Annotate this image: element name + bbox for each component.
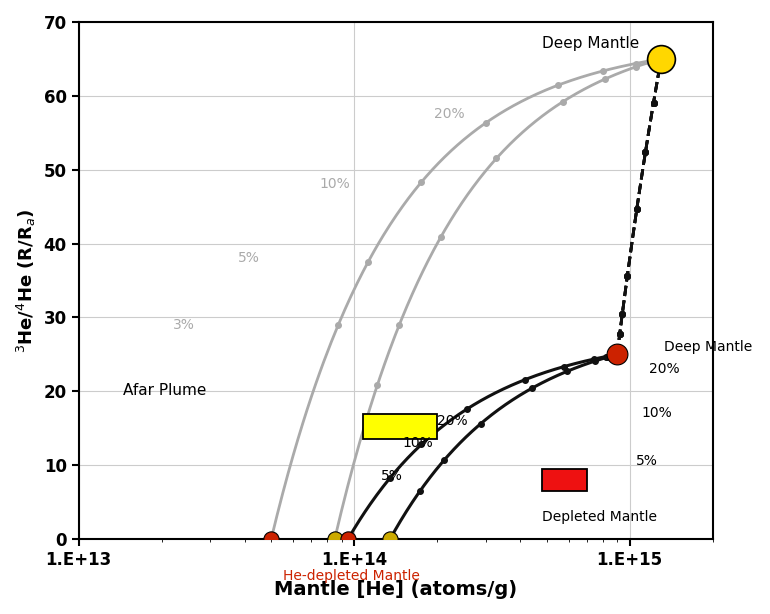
Text: Deep Mantle: Deep Mantle — [664, 340, 752, 354]
Text: He-depleted Mantle: He-depleted Mantle — [283, 569, 420, 583]
Text: 5%: 5% — [635, 454, 658, 468]
Bar — [363, 413, 437, 440]
Text: 20%: 20% — [434, 107, 465, 121]
Y-axis label: $^3$He/$^4$He (R/R$_a$): $^3$He/$^4$He (R/R$_a$) — [15, 208, 38, 353]
Text: 10%: 10% — [403, 436, 434, 449]
Text: 20%: 20% — [437, 414, 467, 427]
Text: 20%: 20% — [648, 362, 679, 376]
Text: Afar Plume: Afar Plume — [123, 383, 206, 398]
Text: Deep Mantle: Deep Mantle — [542, 36, 639, 51]
Text: Depleted Mantle: Depleted Mantle — [542, 510, 657, 524]
Text: 3%: 3% — [173, 317, 195, 332]
Bar — [542, 469, 587, 491]
Text: 10%: 10% — [641, 406, 672, 420]
Text: 5%: 5% — [381, 469, 403, 483]
X-axis label: Mantle [He] (atoms/g): Mantle [He] (atoms/g) — [274, 580, 517, 599]
Text: 5%: 5% — [239, 251, 260, 265]
Text: 10%: 10% — [320, 177, 350, 191]
